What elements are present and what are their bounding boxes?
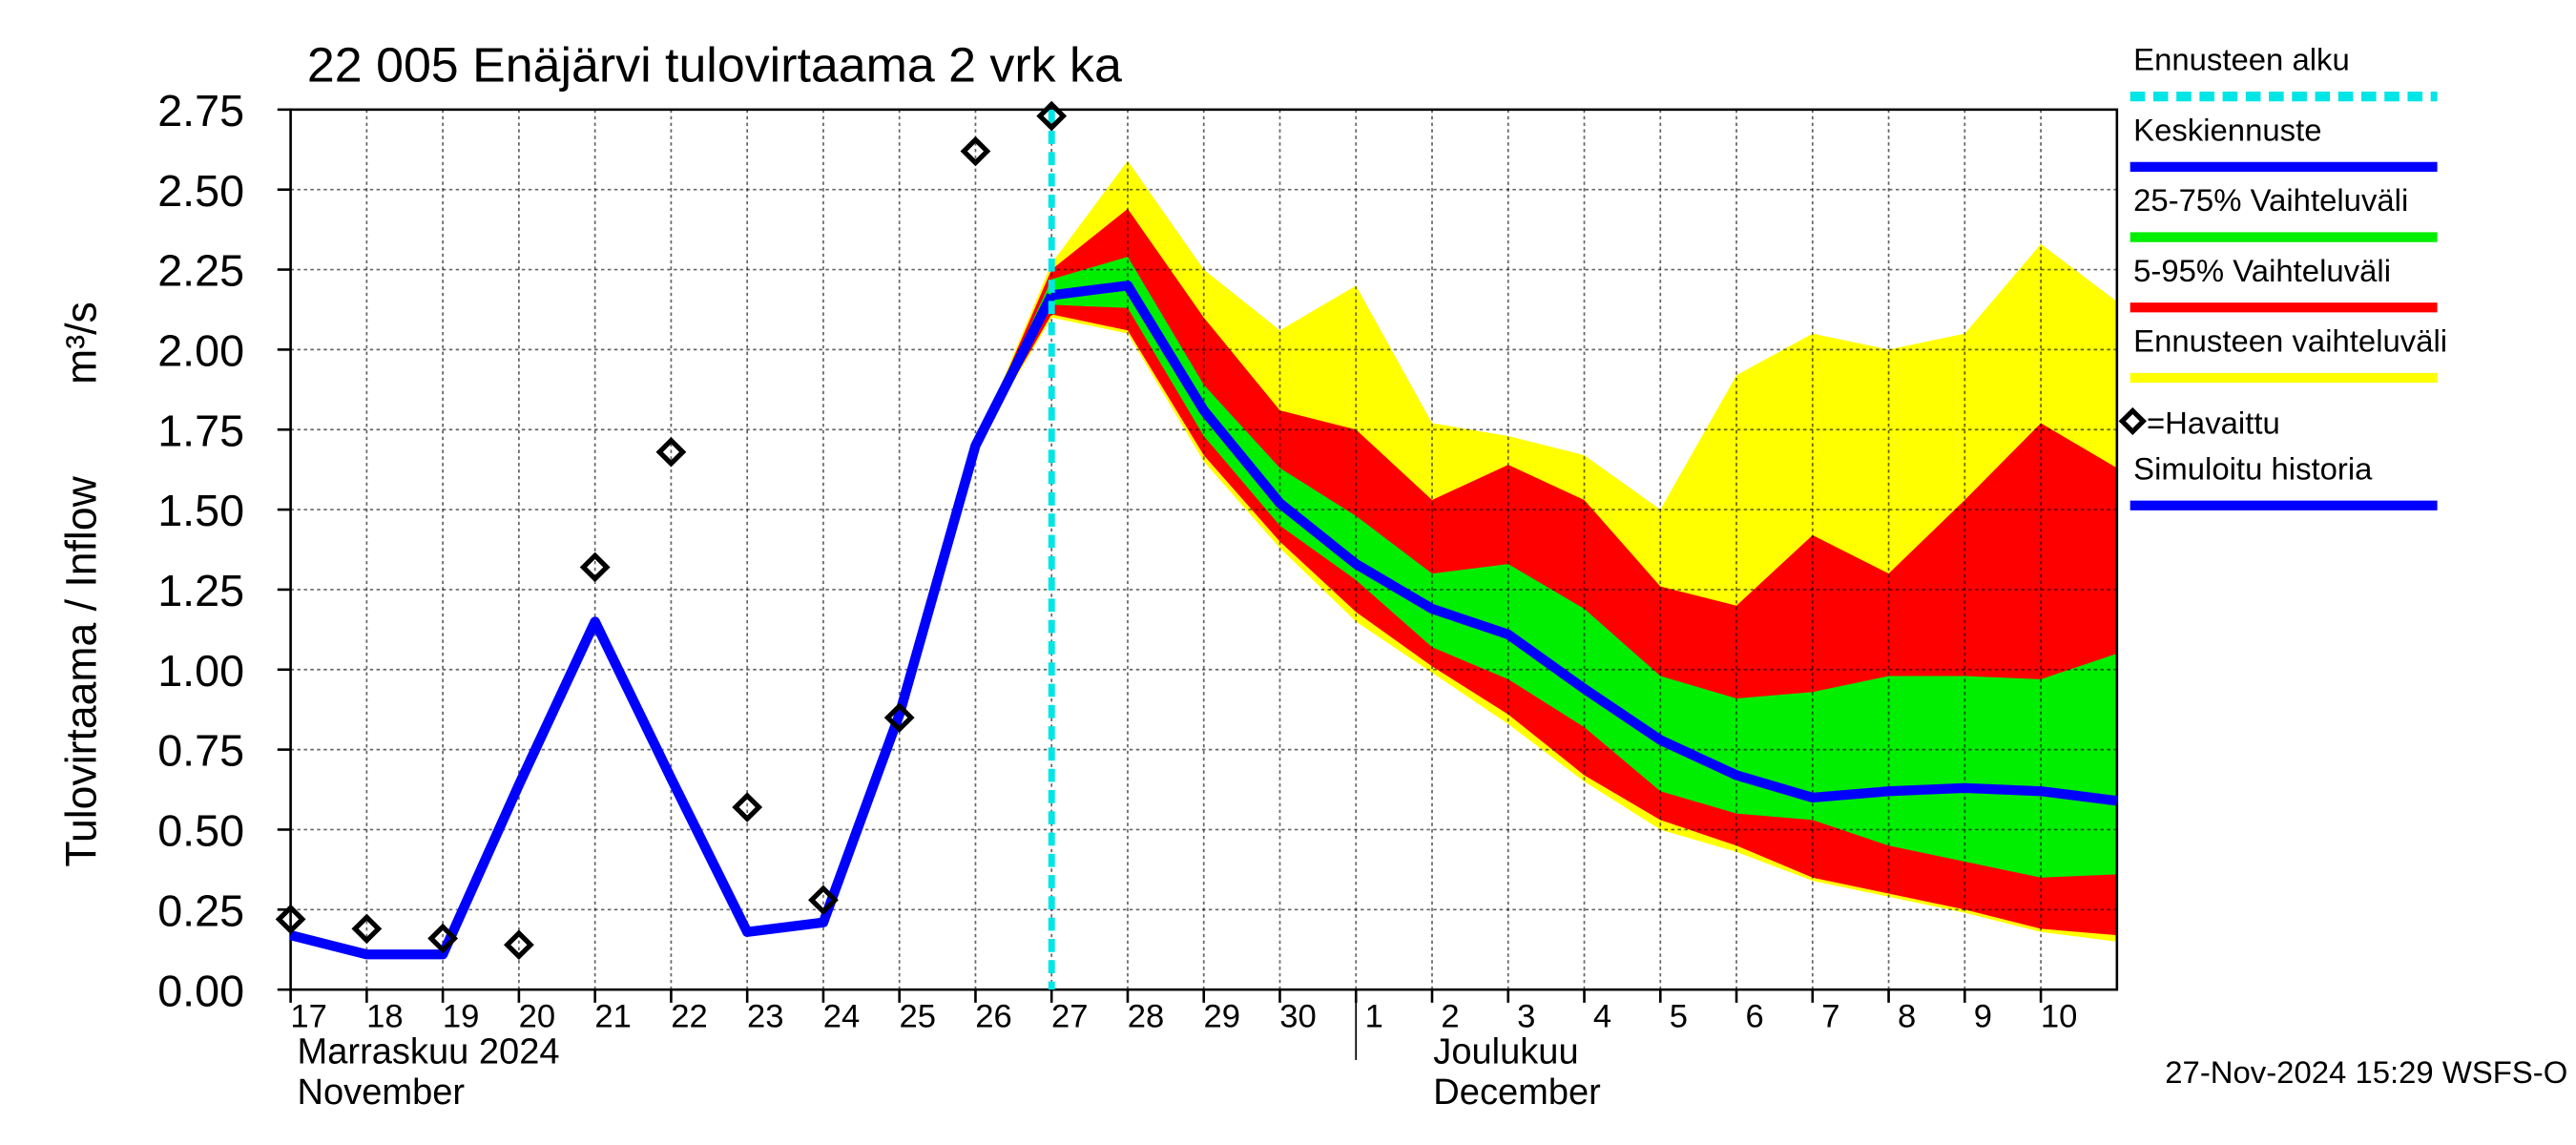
plot-frame (289, 108, 2119, 991)
y-tick-label: 2.00 (157, 326, 244, 376)
month-label: Marraskuu 2024 (298, 1031, 560, 1072)
legend-label: Keskiennuste (2133, 113, 2321, 148)
observed-point (808, 885, 839, 915)
x-tick-label: 4 (1593, 999, 1611, 1035)
y-axis-unit: m³/s (57, 302, 105, 385)
observed-point (883, 702, 915, 733)
y-tick-label: 0.75 (157, 726, 244, 776)
observed-point (351, 913, 383, 945)
x-tick-label: 1 (1365, 999, 1383, 1035)
observed-point (1036, 100, 1068, 132)
y-tick-label: 2.75 (157, 86, 244, 135)
observed-point (655, 436, 687, 468)
x-tick-label: 7 (1821, 999, 1839, 1035)
y-axis-label: Tulovirtaama / Inflow (57, 476, 105, 867)
y-tick-label: 1.75 (157, 406, 244, 456)
month-label: Joulukuu (1433, 1031, 1578, 1072)
x-tick-label: 27 (1051, 999, 1088, 1035)
x-tick-label: 19 (443, 999, 479, 1035)
series-line (289, 293, 1056, 960)
x-tick-label: 24 (823, 999, 860, 1035)
y-tick-label: 1.25 (157, 566, 244, 615)
month-label: November (298, 1072, 466, 1113)
x-tick-label: 26 (975, 999, 1011, 1035)
y-tick-label: 1.50 (157, 486, 244, 535)
x-tick-label: 28 (1128, 999, 1164, 1035)
x-tick-label: 29 (1204, 999, 1240, 1035)
footer: 27-Nov-2024 15:29 WSFS-O (2165, 1054, 2567, 1090)
legend-label: =Havaittu (2147, 405, 2280, 440)
legend-label: Simuloitu historia (2133, 450, 2373, 486)
x-tick-label: 3 (1517, 999, 1535, 1035)
band-area (975, 257, 2117, 878)
legend-marker (2118, 406, 2147, 435)
observed-point (960, 135, 991, 167)
observed-point (732, 792, 763, 822)
x-tick-label: 20 (519, 999, 555, 1035)
x-tick-label: 25 (899, 999, 935, 1035)
legend-label: 5-95% Vaihteluväli (2133, 253, 2391, 288)
y-tick-label: 0.25 (157, 886, 244, 936)
observed-point (275, 904, 306, 935)
y-tick-label: 0.50 (157, 806, 244, 856)
x-tick-label: 18 (366, 999, 403, 1035)
x-tick-label: 6 (1745, 999, 1763, 1035)
y-tick-label: 2.25 (157, 246, 244, 296)
x-tick-label: 17 (290, 999, 326, 1035)
x-tick-label: 9 (1974, 999, 1992, 1035)
series-line (1050, 281, 2118, 806)
observed-point (579, 552, 611, 583)
legend-label: Ennusteen vaihteluväli (2133, 323, 2447, 359)
chart-title: 22 005 Enäjärvi tulovirtaama 2 vrk ka (307, 37, 1122, 93)
x-tick-label: 10 (2041, 999, 2077, 1035)
observed-point (503, 929, 534, 960)
x-tick-label: 23 (747, 999, 783, 1035)
y-tick-label: 1.00 (157, 646, 244, 696)
month-label: December (1433, 1072, 1601, 1113)
x-tick-label: 21 (594, 999, 631, 1035)
x-tick-label: 5 (1670, 999, 1688, 1035)
y-tick-label: 2.50 (157, 166, 244, 216)
y-tick-label: 0.00 (157, 966, 244, 1015)
x-tick-label: 8 (1898, 999, 1916, 1035)
legend-label: 25-75% Vaihteluväli (2133, 182, 2408, 218)
x-tick-label: 30 (1279, 999, 1316, 1035)
plot-area (275, 100, 2119, 1003)
x-tick-label: 22 (671, 999, 707, 1035)
x-tick-label: 2 (1441, 999, 1459, 1035)
legend-label: Ennusteen alku (2133, 42, 2350, 77)
observed-point (427, 923, 459, 954)
